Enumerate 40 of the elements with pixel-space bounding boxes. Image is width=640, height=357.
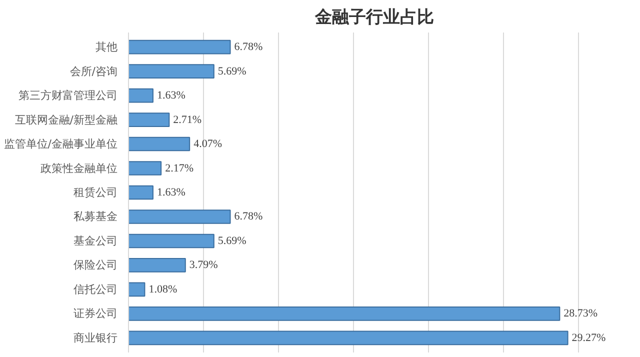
bar	[128, 161, 162, 176]
bar	[128, 185, 154, 200]
y-tick-label: 互联网金融/新型金融	[14, 113, 118, 126]
bar	[128, 234, 214, 248]
bar	[128, 112, 170, 127]
y-tick-label: 会所/咨询	[70, 64, 118, 78]
data-label: 1.63%	[156, 90, 186, 102]
data-label: 1.63%	[156, 186, 186, 198]
data-label: 4.07%	[194, 138, 222, 150]
y-tick-label: 信托公司	[74, 282, 118, 296]
bar	[128, 258, 186, 272]
bar	[128, 210, 231, 224]
bar	[128, 88, 154, 103]
data-label: 3.79%	[189, 259, 218, 272]
y-tick-label: 证券公司	[74, 307, 118, 320]
y-tick-label: 监管单位/金融事业单位	[4, 138, 118, 151]
bar	[128, 282, 146, 297]
data-label: 2.17%	[165, 162, 194, 174]
data-label: 2.71%	[173, 114, 202, 126]
y-tick-label: 保险公司	[74, 258, 118, 272]
bar	[128, 306, 560, 321]
data-label: 28.73%	[564, 308, 598, 320]
bar	[128, 40, 231, 54]
chart-title: 金融子行业占比	[314, 8, 434, 28]
data-label: 29.27%	[572, 332, 606, 344]
y-tick-label: 商业银行	[74, 331, 118, 344]
data-label: 6.78%	[234, 41, 263, 54]
bar	[128, 64, 214, 78]
data-label: 1.08%	[148, 283, 178, 296]
data-label: 5.69%	[218, 234, 246, 247]
y-tick-label: 政策性金融单位	[40, 162, 118, 175]
data-label: 6.78%	[234, 210, 263, 223]
data-label: 5.69%	[218, 65, 246, 78]
y-tick-label: 基金公司	[74, 234, 118, 248]
bar	[128, 136, 190, 152]
y-tick-label: 第三方财富管理公司	[18, 89, 118, 102]
y-tick-label: 其他	[96, 40, 118, 54]
y-tick-label: 私募基金	[74, 210, 118, 224]
y-tick-label: 租赁公司	[74, 186, 118, 199]
bar	[128, 330, 568, 346]
